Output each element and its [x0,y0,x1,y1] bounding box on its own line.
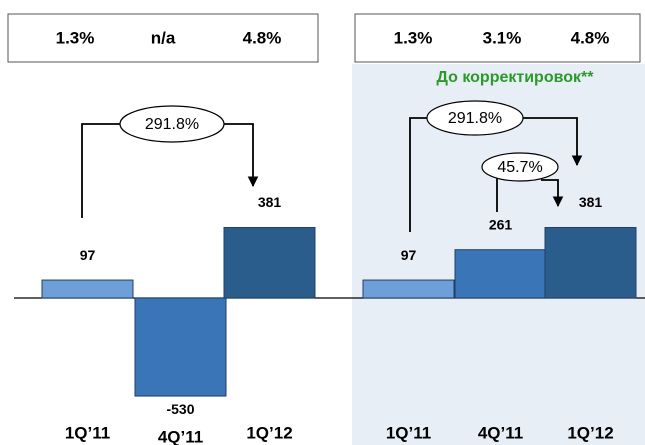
x-tick-label: 1Q’11 [386,423,431,442]
growth-label: 291.8% [145,116,199,133]
header-value: 4.8% [243,28,282,47]
growth-label: 45.7% [497,159,542,176]
bar [41,279,134,299]
header-value: n/a [151,28,176,47]
x-tick-label: 1Q’12 [567,423,613,442]
growth-label: 291.8% [448,110,502,127]
value-label: 381 [579,194,603,210]
growth-ellipse [481,152,559,182]
x-tick-label: 1Q’11 [65,423,110,442]
value-label: 381 [258,194,282,210]
header-value: 3.1% [483,28,522,47]
bar [362,279,455,299]
value-label: 261 [489,216,513,232]
x-tick-label: 4Q’11 [158,427,203,445]
growth-arrow [409,117,577,232]
x-tick-label: 1Q’12 [246,423,292,442]
growth-arrow [81,123,253,218]
value-label: -530 [166,401,194,417]
x-tick-label: 4Q’11 [478,423,523,442]
header-box [354,13,641,63]
bar [134,297,227,397]
subtitle: До корректировок** [437,69,595,86]
growth-ellipse [426,100,524,136]
growth-ellipse [119,105,225,143]
header-value: 1.3% [394,28,433,47]
header-value: 4.8% [571,28,610,47]
bar [454,249,547,299]
value-label: 97 [80,247,96,263]
header-value: 1.3% [56,28,95,47]
value-label: 97 [401,247,417,263]
bar [223,227,316,299]
header-box [7,13,319,63]
bar [544,227,637,299]
